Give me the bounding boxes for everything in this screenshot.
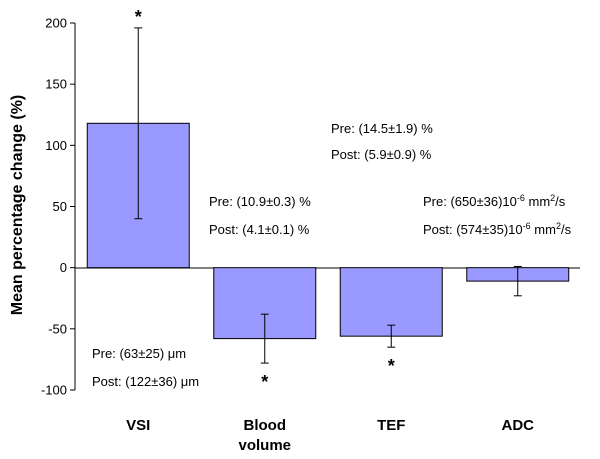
y-tick-label: 0 — [60, 260, 67, 275]
x-category-label: TEF — [377, 417, 405, 434]
y-axis-title: Mean percentage change (%) — [9, 95, 26, 316]
significance-markers: * * * — [135, 7, 395, 392]
annotation-vsi-post: Post: (122±36) μm — [92, 374, 199, 389]
x-category-label: ADC — [502, 417, 535, 434]
y-tick-label: -50 — [48, 321, 67, 336]
x-category-label: Blood — [244, 417, 287, 434]
y-tick-label: 100 — [45, 138, 67, 153]
y-tick-label: -100 — [41, 383, 67, 398]
annotations: Pre: (63±25) μm Post: (122±36) μm Pre: (… — [92, 121, 572, 389]
significance-star: * — [261, 372, 268, 392]
category-labels: VSI Blood volume TEF ADC — [126, 417, 534, 454]
annotation-blood-volume-post: Post: (4.1±0.1) % — [209, 222, 310, 237]
annotation-tef-pre: Pre: (14.5±1.9) % — [331, 121, 433, 136]
annotation-adc-pre: Pre: (650±36)10-6 mm2/s — [423, 193, 566, 209]
x-category-label: volume — [238, 437, 291, 454]
annotation-blood-volume-pre: Pre: (10.9±0.3) % — [209, 194, 311, 209]
significance-star: * — [135, 7, 142, 27]
y-ticks: -100 -50 0 50 100 150 200 — [41, 16, 75, 398]
annotation-vsi-pre: Pre: (63±25) μm — [92, 346, 186, 361]
significance-star: * — [388, 356, 395, 376]
annotation-tef-post: Post: (5.9±0.9) % — [331, 147, 432, 162]
y-tick-label: 150 — [45, 77, 67, 92]
error-bars — [134, 27, 522, 364]
y-tick-label: 50 — [53, 199, 67, 214]
x-category-label: VSI — [126, 417, 150, 434]
annotation-adc-post: Post: (574±35)10-6 mm2/s — [423, 221, 572, 237]
y-tick-label: 200 — [45, 16, 67, 31]
